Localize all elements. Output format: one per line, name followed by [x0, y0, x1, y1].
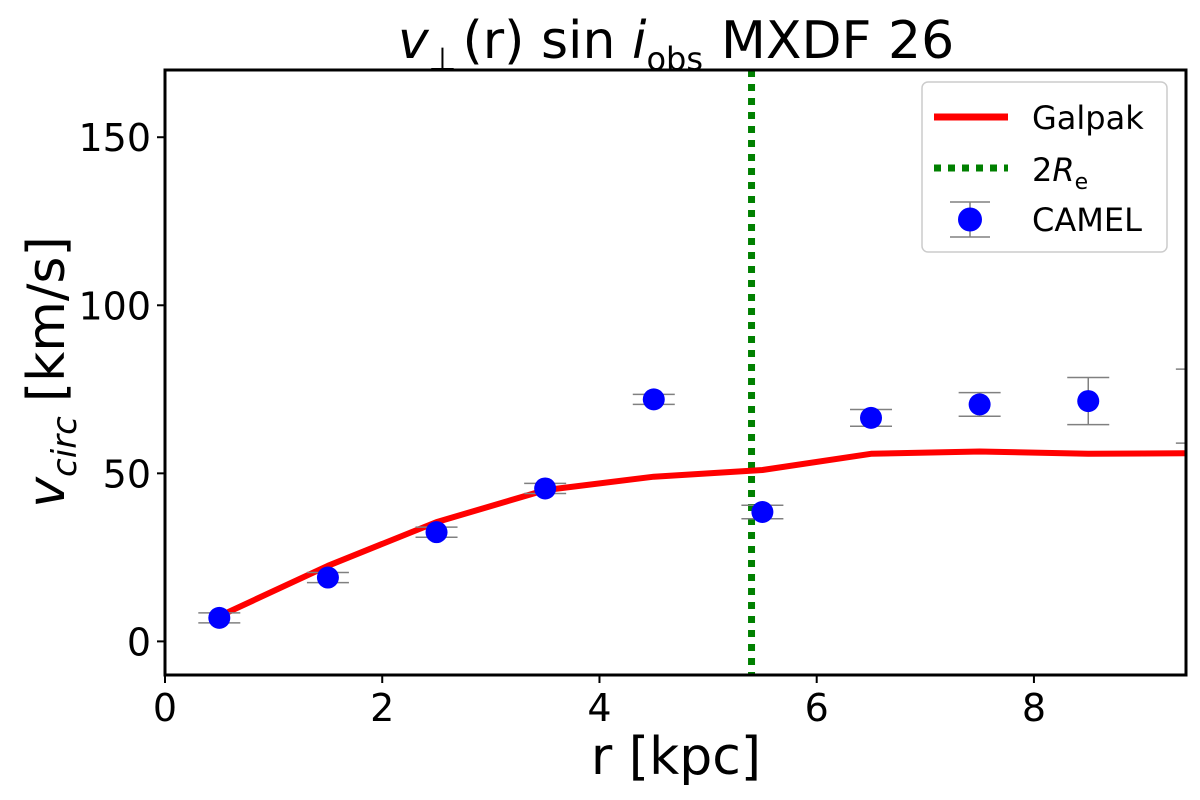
camel-point [751, 500, 774, 523]
camel-point [642, 388, 665, 411]
axis-ticks: 0 2 4 6 8 0 50 100 150 [78, 116, 1046, 730]
legend-box [921, 81, 1168, 253]
camel-point [534, 477, 557, 500]
camel-points [208, 388, 1186, 629]
camel-point [860, 406, 883, 429]
chart-title: v⊥ (r) sin iobs MXDF 26 [398, 11, 954, 78]
y-tick-label: 100 [78, 284, 151, 328]
legend-camel-label: CAMEL [1032, 201, 1142, 239]
camel-point [1077, 390, 1100, 413]
legend-camel-marker [958, 207, 982, 232]
y-tick-label: 0 [127, 620, 151, 664]
x-axis-label: r [kpc] [591, 727, 761, 787]
camel-point [1185, 404, 1186, 408]
y-tick-label: 150 [78, 116, 151, 160]
x-tick-label: 0 [153, 686, 177, 730]
legend: Galpak 2Re CAMEL [921, 81, 1168, 253]
camel-point [425, 521, 448, 544]
y-axis-label: vcirc[km/s] [17, 236, 85, 508]
camel-point [968, 393, 991, 416]
galpak-series [218, 448, 1186, 619]
camel-point [316, 566, 339, 589]
y-tick-label: 50 [103, 452, 151, 496]
legend-re-label: 2Re [1032, 151, 1088, 195]
x-tick-label: 8 [1022, 686, 1046, 730]
x-tick-label: 4 [587, 686, 611, 730]
camel-errorbars [198, 368, 1186, 624]
x-tick-label: 6 [805, 686, 829, 730]
camel-point [208, 606, 231, 629]
x-tick-label: 2 [370, 686, 394, 730]
galpak-line [218, 448, 1186, 619]
legend-galpak-label: Galpak [1032, 99, 1144, 137]
plot-frame [163, 68, 1188, 677]
